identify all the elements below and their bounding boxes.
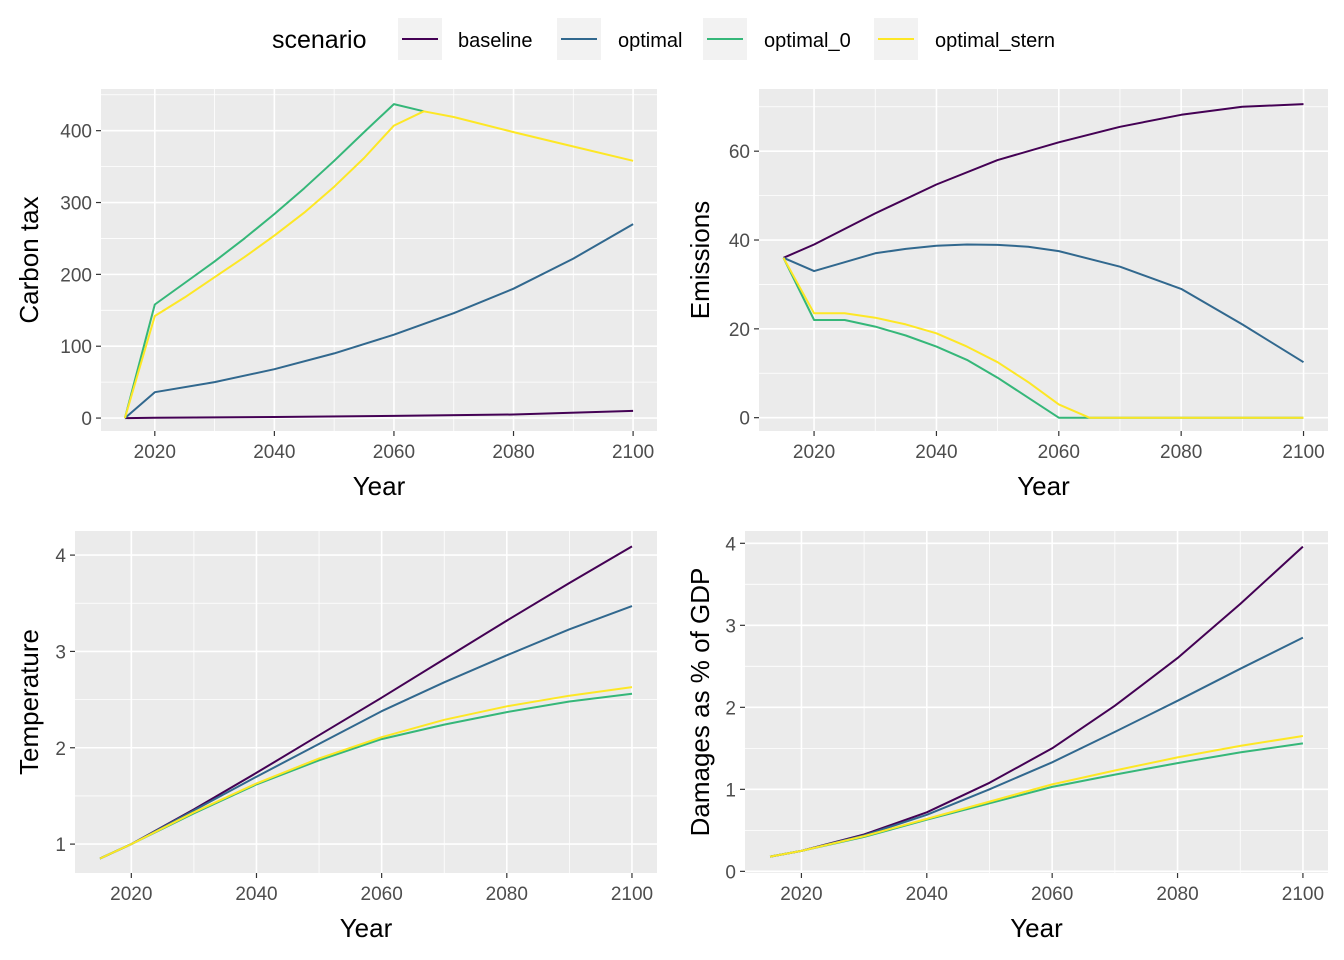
tick-label-x: 2040 — [906, 884, 948, 905]
tick-label-y: 1 — [55, 835, 66, 856]
tick-label-y: 0 — [81, 409, 92, 430]
legend-item-optimal: optimal — [557, 18, 682, 60]
tick-label-y: 2 — [725, 698, 736, 719]
panel-damages: 2020 2040 2060 2080 2100 0 1 2 3 4 Year Damages as … — [685, 531, 1328, 943]
y-axis-title: Carbon tax — [14, 196, 44, 323]
tick-label-x: 2100 — [1282, 884, 1324, 905]
tick-label-x: 2020 — [780, 884, 822, 905]
series-line-baseline — [124, 409, 634, 420]
tick-label-y: 60 — [729, 142, 750, 163]
plot-background — [745, 531, 1328, 873]
tick-label-y: 20 — [729, 320, 750, 341]
legend-label-optimal_stern: optimal_stern — [935, 30, 1055, 52]
series-line-baseline — [783, 103, 1304, 259]
legend: scenario baseline optimal optimal_0 opti… — [272, 18, 1055, 60]
legend-item-optimal_0: optimal_0 — [703, 18, 851, 60]
plot-background — [101, 89, 657, 431]
series-line-optimal_stern — [769, 735, 1304, 858]
tick-label-x: 2020 — [134, 442, 176, 463]
tick-label-y: 4 — [725, 534, 736, 555]
x-axis-title: Year — [353, 471, 406, 501]
legend-label-baseline: baseline — [458, 30, 533, 52]
tick-label-x: 2080 — [486, 884, 528, 905]
tick-label-y: 2 — [55, 739, 66, 760]
tick-label-x: 2060 — [361, 884, 403, 905]
x-axis-title: Year — [1017, 471, 1070, 501]
tick-label-x: 2060 — [1038, 442, 1080, 463]
tick-label-y: 3 — [725, 616, 736, 637]
tick-label-x: 2040 — [915, 442, 957, 463]
legend-item-optimal_stern: optimal_stern — [874, 18, 1055, 60]
tick-label-y: 1 — [725, 780, 736, 801]
series-line-optimal_stern — [123, 110, 634, 419]
tick-label-x: 2080 — [1156, 884, 1198, 905]
tick-label-x: 2060 — [373, 442, 415, 463]
tick-label-y: 40 — [729, 231, 750, 252]
tick-label-x: 2100 — [1282, 442, 1324, 463]
tick-label-y: 0 — [739, 409, 750, 430]
tick-label-y: 3 — [55, 642, 66, 663]
series-line-optimal — [783, 243, 1305, 364]
tick-label-x: 2020 — [110, 884, 152, 905]
y-axis-title: Damages as % of GDP — [685, 568, 715, 837]
tick-label-y: 4 — [55, 546, 66, 567]
panel-temperature: 2020 2040 2060 2080 2100 1 2 3 4 Year Temperature — [14, 531, 657, 943]
y-axis-title: Emissions — [685, 201, 715, 319]
tick-label-y: 400 — [60, 122, 92, 143]
tick-label-x: 2080 — [1160, 442, 1202, 463]
x-axis-title: Year — [340, 913, 393, 943]
tick-label-y: 100 — [60, 337, 92, 358]
tick-label-x: 2040 — [253, 442, 295, 463]
tick-label-y: 300 — [60, 194, 92, 215]
y-axis-title: Temperature — [14, 629, 44, 775]
panel-carbon-tax: 2020 2040 2060 2080 2100 0 100 200 300 400 Year Car… — [14, 89, 657, 501]
tick-label-x: 2020 — [793, 442, 835, 463]
series-line-optimal_stern — [99, 686, 633, 860]
tick-label-x: 2100 — [612, 442, 654, 463]
series-line-optimal_stern — [782, 257, 1304, 419]
series-line-optimal_0 — [123, 103, 425, 419]
legend-title: scenario — [272, 26, 367, 54]
legend-label-optimal: optimal — [618, 30, 682, 52]
legend-label-optimal_0: optimal_0 — [764, 30, 851, 52]
panels: 2020 2040 2060 2080 21000100200300400YearCar… — [14, 89, 1328, 943]
tick-label-y: 200 — [60, 265, 92, 286]
tick-label-x: 2080 — [492, 442, 534, 463]
tick-label-x: 2060 — [1031, 884, 1073, 905]
tick-label-x: 2100 — [611, 884, 653, 905]
tick-label-y: 0 — [725, 862, 736, 883]
x-axis-title: Year — [1010, 913, 1063, 943]
tick-label-x: 2040 — [235, 884, 277, 905]
legend-item-baseline: baseline — [398, 18, 533, 60]
series-line-optimal — [124, 223, 634, 419]
